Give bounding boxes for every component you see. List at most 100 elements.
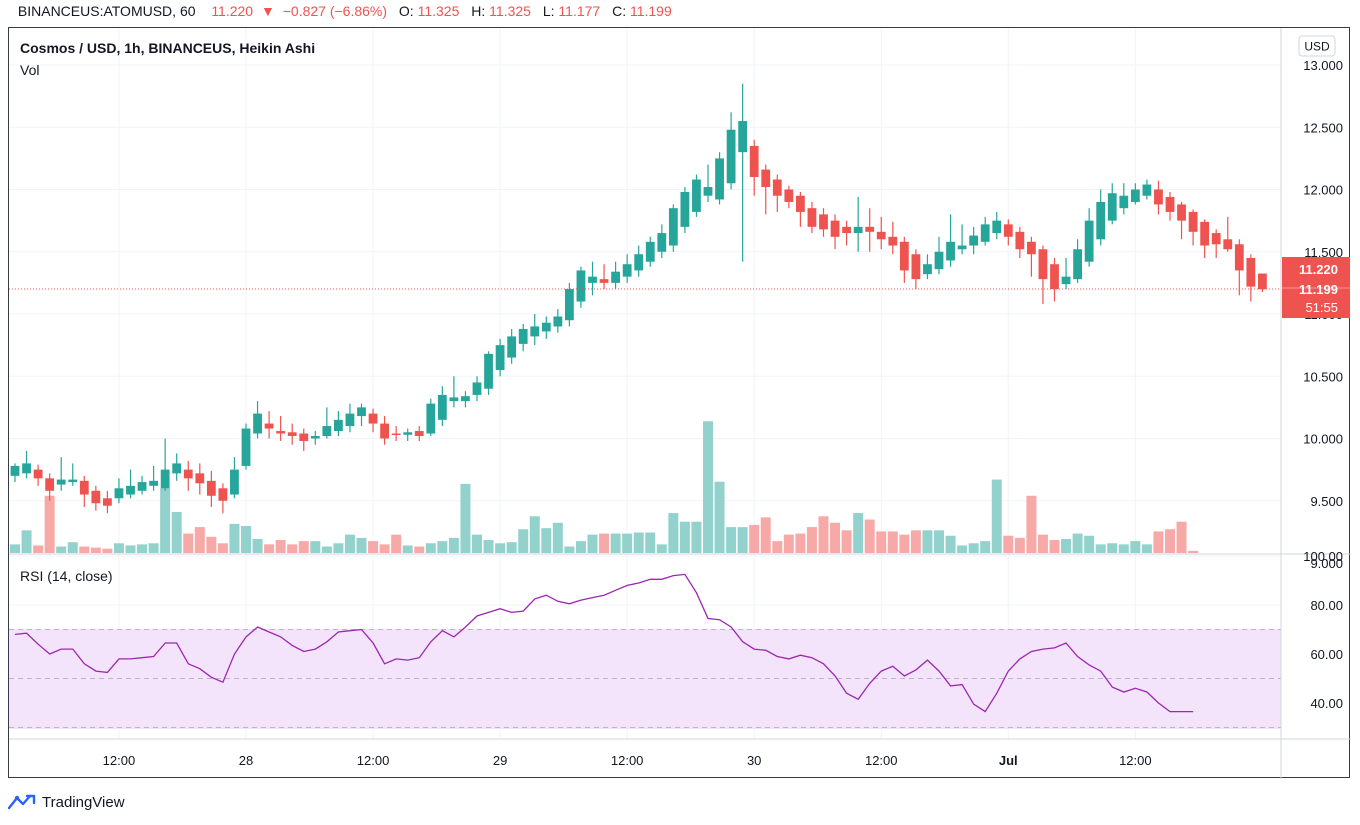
close-price-tag: 11.199 [1299, 282, 1338, 297]
chart-frame[interactable]: 13.00012.50012.00011.50011.00010.50010.0… [8, 27, 1351, 779]
price-axis: 13.00012.50012.00011.50011.00010.50010.0… [1303, 58, 1343, 571]
candle [403, 428, 413, 441]
volume-bar [726, 527, 737, 553]
candle [114, 478, 124, 504]
candle [772, 174, 782, 212]
close-value: 11.199 [629, 3, 672, 19]
candle [334, 411, 343, 437]
currency-button[interactable]: USD [1298, 35, 1336, 57]
volume-bar [460, 483, 471, 553]
volume-bar [541, 528, 552, 553]
volume-bar [56, 546, 67, 553]
volume-bar [10, 544, 20, 553]
price-tick-label: 9.500 [1310, 494, 1343, 509]
volume-bar [783, 534, 794, 553]
tradingview-logo[interactable]: TradingView [8, 790, 125, 814]
volume-bar [206, 536, 217, 553]
candle [449, 376, 459, 408]
rsi-legend-label: RSI (14, close) [20, 568, 113, 584]
candle [495, 338, 505, 377]
volume-bar [991, 479, 1002, 553]
volume-bar [287, 544, 298, 553]
price-tick-label: 10.500 [1303, 369, 1343, 384]
candle [380, 416, 389, 445]
candle [946, 214, 955, 267]
volume-bar [125, 545, 136, 553]
candle [784, 185, 794, 209]
candle [126, 469, 135, 499]
time-tick-label: 12:00 [865, 753, 898, 768]
volume-bar [841, 530, 852, 553]
low-label: L: [542, 3, 555, 19]
volume-bar [160, 488, 171, 553]
candle [703, 164, 713, 202]
time-tick-label: 12:00 [103, 753, 136, 768]
volume-bar [483, 540, 494, 553]
volume-bar [21, 530, 32, 553]
candle [287, 423, 297, 445]
candle [1154, 180, 1163, 215]
candle [796, 191, 805, 227]
candle [588, 261, 597, 296]
candle [888, 221, 898, 255]
candle [853, 196, 863, 252]
candle [1015, 226, 1025, 258]
candle [680, 187, 690, 234]
candle [1061, 257, 1071, 290]
volume-bar [1014, 537, 1025, 553]
price-change: −0.827 (−6.86%) [282, 3, 388, 19]
volume-bar [472, 534, 482, 553]
volume-bar [171, 511, 182, 553]
volume-bar [934, 530, 944, 553]
volume-bar [818, 516, 829, 553]
volume-bar [910, 530, 921, 553]
time-tick-label: 28 [239, 753, 253, 768]
candle [195, 463, 205, 495]
candle [692, 174, 701, 217]
candle [1165, 191, 1175, 221]
volume-bar [252, 538, 263, 553]
volume-bar [137, 544, 148, 553]
volume-bar [599, 533, 610, 553]
candle [1188, 209, 1198, 246]
volume-bar [1188, 550, 1199, 553]
volume-bar [90, 547, 101, 553]
chart-canvas[interactable]: 13.00012.50012.00011.50011.00010.50010.0… [9, 28, 1351, 779]
volume-bar [321, 546, 332, 553]
candle [749, 139, 759, 196]
candle [1211, 229, 1221, 258]
candle [1130, 183, 1140, 205]
volume-bar [1118, 544, 1129, 553]
time-tick-label: Jul [999, 753, 1018, 768]
candle [276, 416, 286, 441]
candle [1084, 208, 1094, 267]
volume-bar [437, 541, 448, 553]
rsi-line [14, 573, 1194, 713]
rsi-tick-label: 40.00 [1310, 696, 1343, 711]
volume-bar [310, 541, 321, 553]
volume-bar [67, 542, 78, 553]
volume-bar [333, 543, 344, 553]
volume-bar [622, 533, 633, 553]
volume-bar [552, 522, 563, 553]
symbol-title[interactable]: BINANCEUS:ATOMUSD, 60 [17, 3, 196, 19]
volume-legend-label: Vol [20, 62, 39, 78]
volume-bar [264, 544, 275, 553]
volume-bar [344, 534, 355, 553]
candle [264, 411, 274, 439]
candle [622, 254, 632, 283]
volume-bar [298, 541, 309, 553]
chart-legend-title: Cosmos / USD, 1h, BINANCEUS, Heikin Ashi [20, 40, 315, 56]
rsi-tick-label: 80.00 [1310, 598, 1343, 613]
volume-bar [945, 535, 956, 553]
volume-bar [391, 534, 402, 553]
time-tick-label: 29 [493, 753, 507, 768]
candle [103, 490, 112, 514]
volume-bar [1026, 495, 1037, 553]
candle [33, 464, 43, 486]
volume-bar [633, 532, 644, 553]
volume-bar [876, 531, 887, 553]
candle [322, 407, 332, 439]
volume-bar [830, 522, 841, 553]
volume-bar [1176, 521, 1187, 553]
